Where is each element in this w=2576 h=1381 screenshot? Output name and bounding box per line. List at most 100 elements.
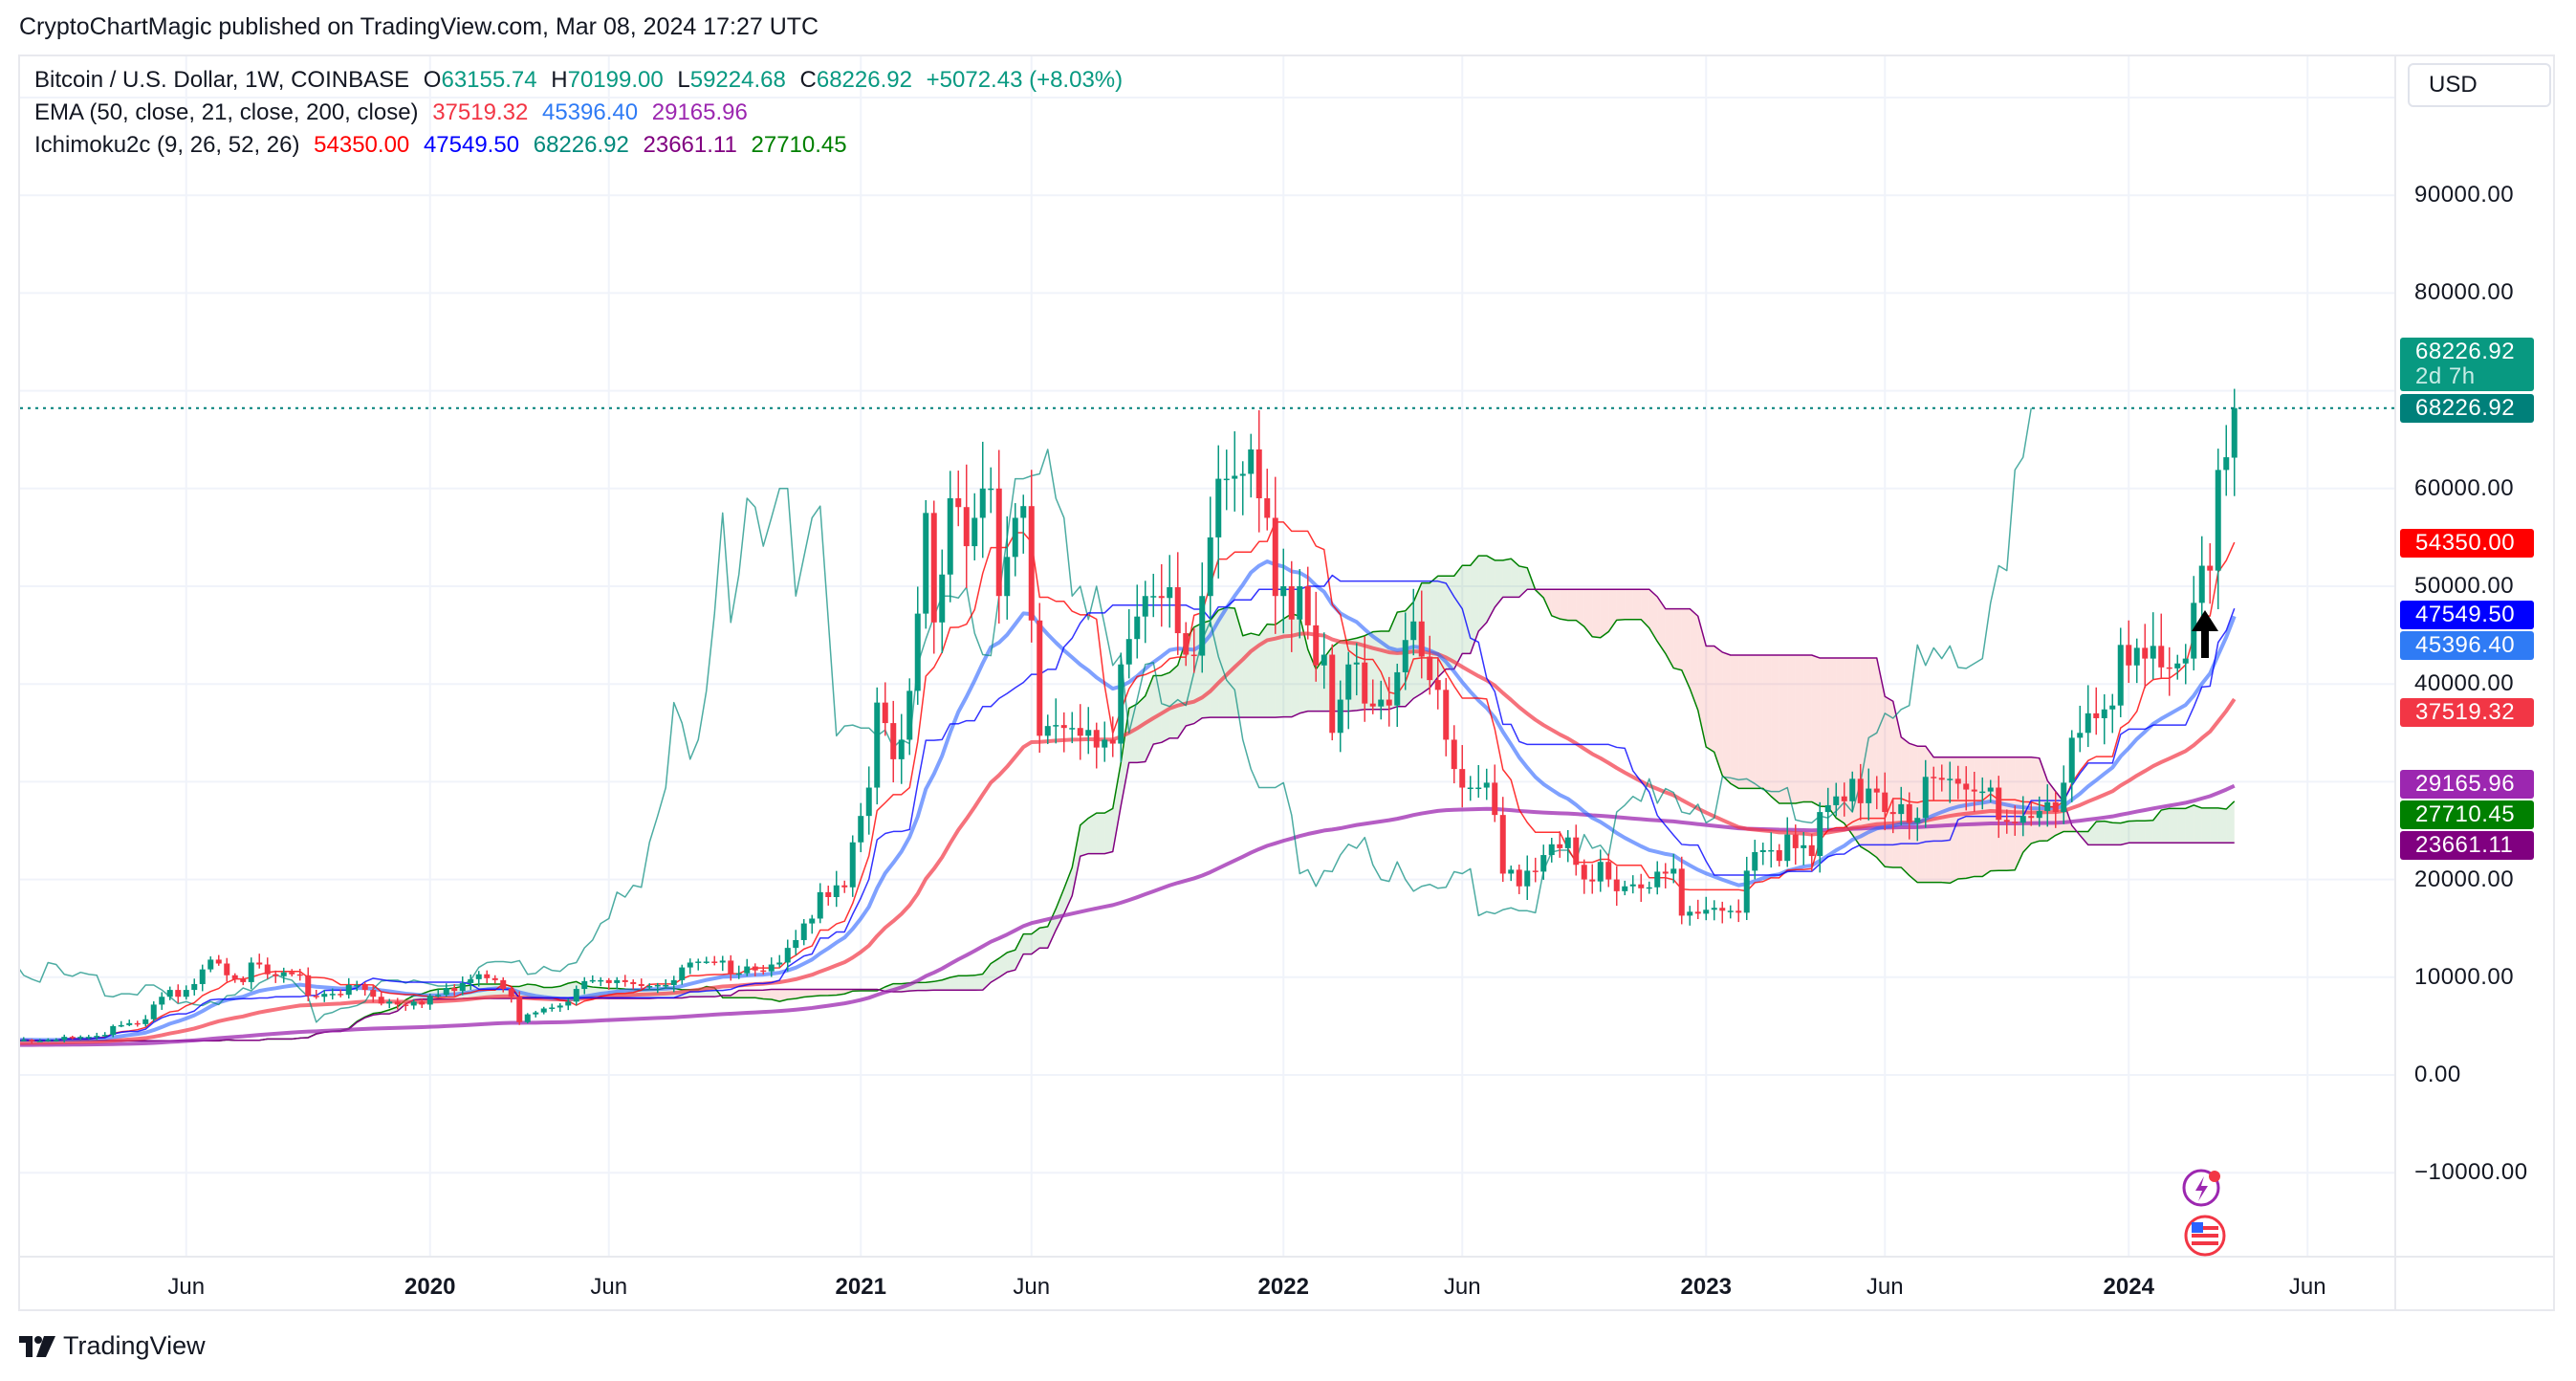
candle	[1053, 698, 1059, 744]
candle	[329, 988, 336, 1000]
lightning-event-icon[interactable]	[2182, 1169, 2220, 1207]
currency-button[interactable]: USD	[2408, 63, 2551, 107]
ichimoku-cloud-segment	[974, 974, 983, 991]
candle	[2223, 425, 2230, 496]
candle	[110, 1024, 117, 1038]
ichimoku-cloud-segment	[1177, 640, 1187, 738]
candle	[1483, 768, 1490, 800]
published-header: CryptoChartMagic published on TradingVie…	[19, 13, 819, 40]
ichimoku-cloud-segment	[2217, 807, 2227, 844]
ichimoku-cloud-segment	[1446, 576, 1454, 669]
ichimoku-cloud-segment	[1811, 654, 1821, 807]
candle	[1784, 817, 1791, 867]
candle	[2052, 791, 2059, 828]
y-tick-label: 40000.00	[2414, 670, 2515, 697]
ichimoku-cloud-segment	[1998, 756, 2007, 871]
leadA-value: 27710.45	[751, 132, 847, 158]
ichimoku-cloud-segment	[1056, 888, 1064, 931]
candle	[874, 687, 881, 805]
candle	[1889, 798, 1896, 834]
candle	[1232, 430, 1238, 512]
ichimoku-cloud-segment	[1299, 616, 1308, 713]
ichimoku-cloud-segment	[1502, 559, 1512, 598]
candle	[1801, 832, 1807, 866]
candle	[549, 1003, 556, 1012]
base-line	[20, 574, 2236, 1041]
candle	[1329, 644, 1336, 741]
ichimoku-cloud-segment	[1007, 950, 1015, 973]
candle	[2019, 796, 2026, 837]
candle	[2126, 620, 2132, 684]
ichimoku-cloud-segment	[2177, 808, 2186, 844]
candle	[825, 886, 832, 906]
price-tag: 23661.11	[2400, 831, 2534, 860]
symbol-legend[interactable]: Bitcoin / U.S. Dollar, 1W, COINBASE O631…	[34, 67, 1130, 94]
candle	[1727, 905, 1734, 919]
ichimoku-cloud-segment	[559, 983, 569, 999]
candle	[2158, 613, 2165, 679]
price-tag-value: 47549.50	[2415, 602, 2516, 627]
ichimoku-cloud-segment	[1251, 633, 1259, 718]
candle	[142, 1015, 149, 1027]
high-label: H	[551, 67, 568, 93]
ichimoku-cloud-segment	[1104, 808, 1113, 854]
candle	[1321, 632, 1327, 690]
us-flag-event-icon[interactable]	[2184, 1215, 2226, 1257]
candle	[752, 963, 758, 976]
candle	[1646, 881, 1652, 894]
ema200-value: 29165.96	[651, 99, 748, 125]
conversion-line	[20, 521, 2236, 1041]
ichimoku-cloud-segment	[2169, 808, 2178, 844]
candle	[605, 977, 612, 990]
symbol-title: Bitcoin / U.S. Dollar, 1W, COINBASE	[34, 67, 410, 93]
candle	[2044, 784, 2051, 827]
ichimoku-cloud-segment	[2194, 804, 2202, 844]
ichimoku-cloud-segment	[1795, 654, 1804, 804]
ichimoku-cloud-segment	[1714, 646, 1723, 776]
ichimoku-cloud-segment	[1543, 589, 1552, 616]
candle	[540, 1006, 547, 1015]
candle	[979, 441, 986, 559]
ichimoku-cloud-segment	[1453, 565, 1463, 669]
candle	[2117, 627, 2124, 718]
tradingview-logo-text: TradingView	[63, 1331, 206, 1360]
candle	[1678, 856, 1685, 925]
ichimoku-cloud-segment	[1746, 654, 1756, 789]
ichimoku-cloud-segment	[1779, 654, 1788, 804]
ichimoku-cloud-segment	[389, 1006, 398, 1015]
ichimoku-cloud-segment	[917, 982, 927, 991]
candle	[565, 998, 572, 1011]
candle	[1947, 761, 1954, 803]
candle	[183, 985, 189, 1000]
candle	[1060, 712, 1067, 753]
tradingview-logo[interactable]: TradingView	[19, 1331, 206, 1361]
candle	[1427, 635, 1433, 695]
candle	[215, 954, 222, 966]
ema-legend[interactable]: EMA (50, close, 21, close, 200, close) 3…	[34, 99, 755, 126]
candle	[906, 678, 913, 756]
candle	[256, 954, 263, 969]
ichimoku-cloud-segment	[958, 975, 967, 991]
candle	[231, 973, 238, 983]
candle	[1743, 856, 1750, 921]
candle	[1605, 853, 1612, 888]
ichimoku-cloud-segment	[966, 975, 975, 991]
candle	[1548, 837, 1555, 863]
ichimoku-cloud-segment	[1031, 928, 1040, 954]
candle	[2215, 449, 2221, 609]
candle	[1434, 657, 1441, 710]
candle	[1459, 745, 1466, 808]
candle	[2182, 644, 2189, 685]
candle	[923, 499, 929, 629]
x-tick-label: 2021	[835, 1274, 886, 1300]
candle	[1736, 899, 1742, 923]
ichimoku-cloud-segment	[942, 976, 950, 991]
chart-frame	[18, 55, 2555, 1311]
ichimoku-cloud-segment	[803, 989, 813, 997]
candle	[955, 471, 962, 527]
ichimoku-legend[interactable]: Ichimoku2c (9, 26, 52, 26) 54350.00 4754…	[34, 132, 855, 159]
candle	[841, 880, 848, 893]
ichimoku-cloud-segment	[1316, 657, 1324, 712]
candle	[1882, 772, 1888, 831]
